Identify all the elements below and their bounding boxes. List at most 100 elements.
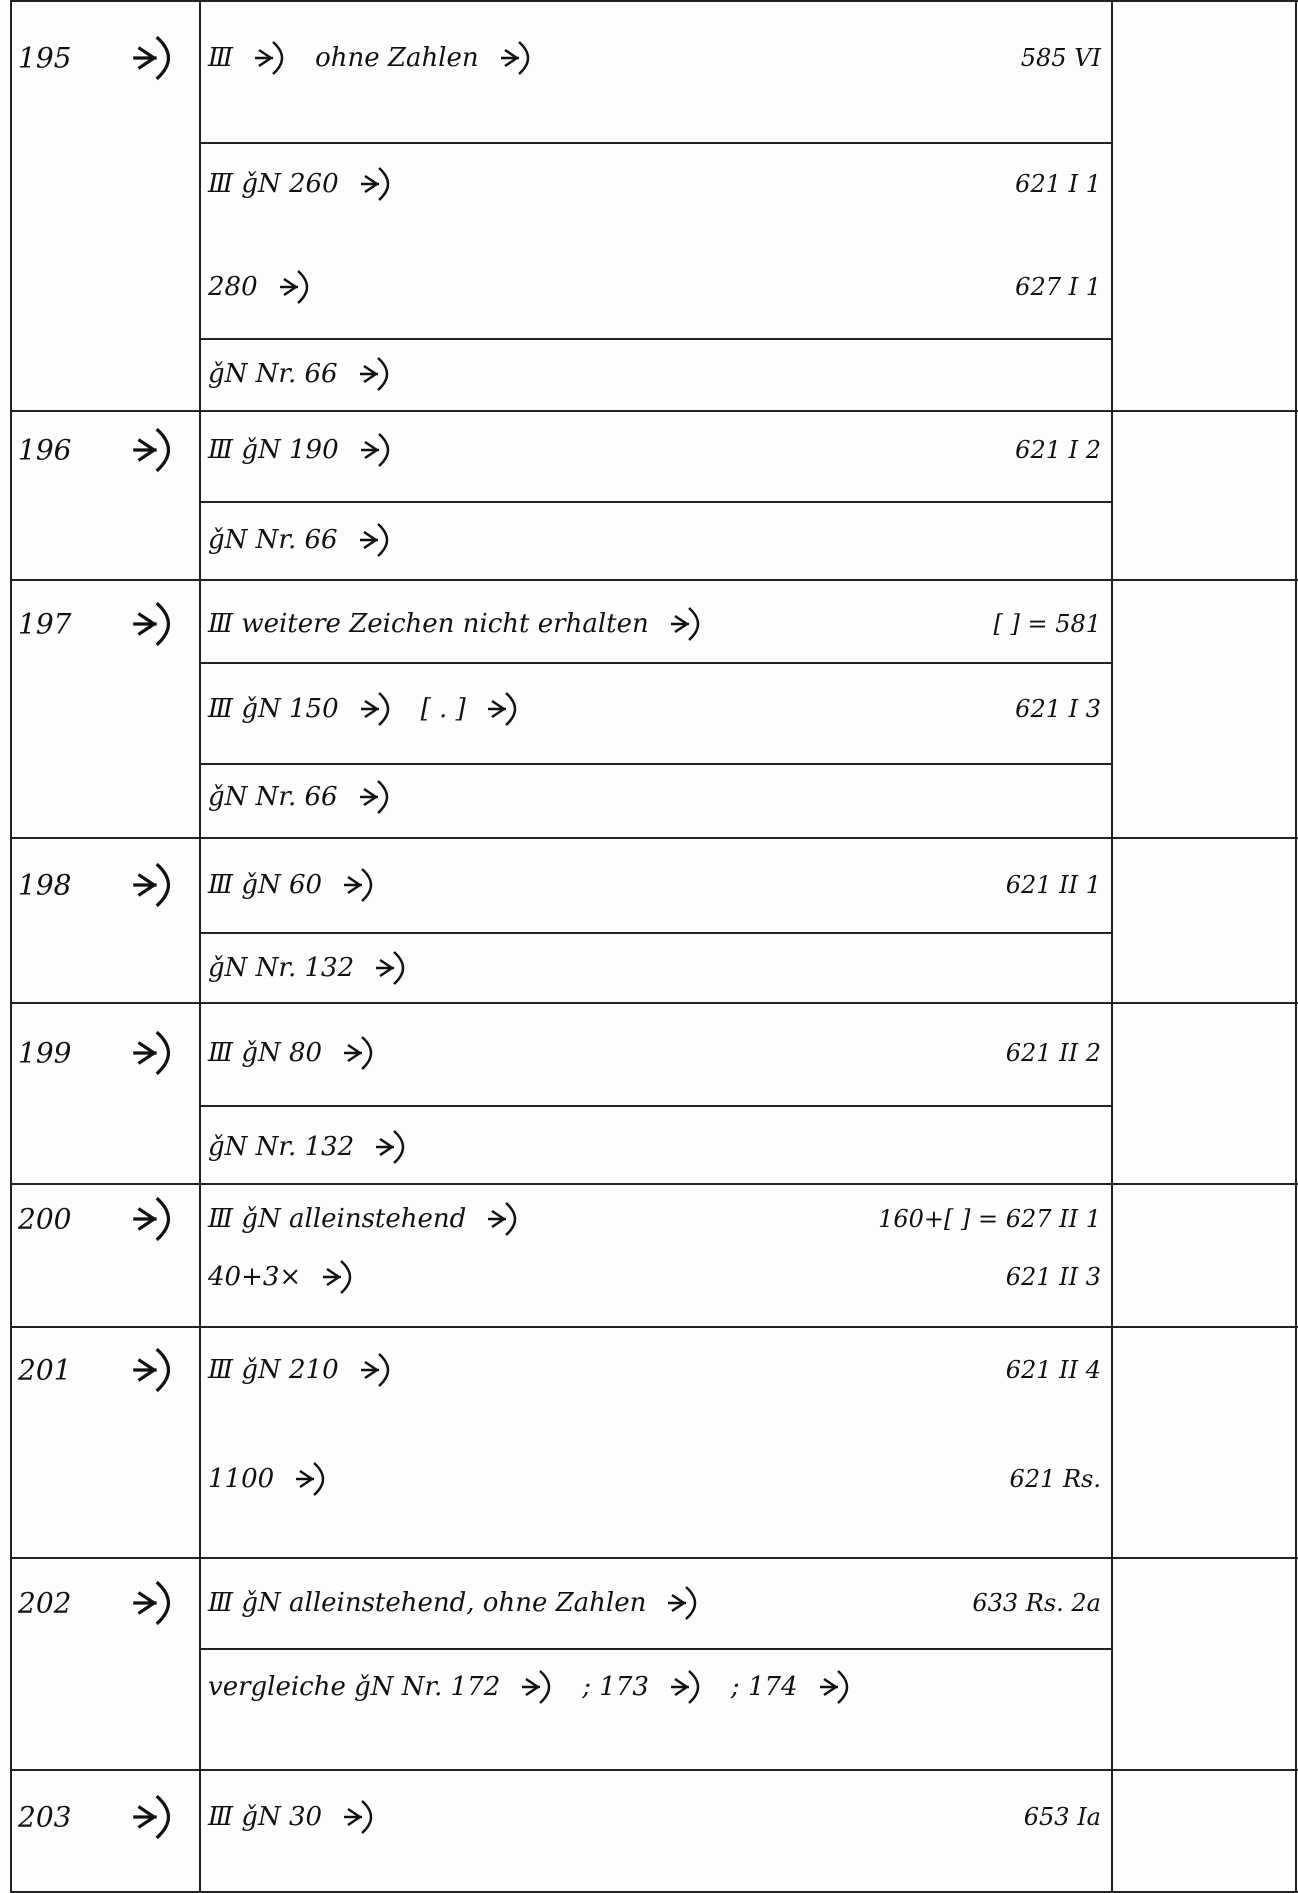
- sign-drawing: [359, 522, 388, 557]
- entry-sign: [133, 1197, 171, 1242]
- row-rule: [10, 1002, 1298, 1005]
- reference: 627 I 1: [1015, 273, 1101, 302]
- line-text: 280: [208, 272, 258, 303]
- entry-number: 200: [18, 1202, 72, 1236]
- line-parts: vergleiche ǧN Nr. 172 ; 173 ; 174: [208, 1667, 1101, 1707]
- column-rule: [1295, 0, 1297, 1893]
- line-parts: 280: [208, 267, 1015, 307]
- entry-line: 40+3× 621 II 3: [208, 1257, 1101, 1297]
- column-rule: [10, 0, 12, 1893]
- row-rule: [10, 0, 1298, 2]
- line-text: Ⅲ ǧN 150: [208, 693, 339, 724]
- entry-sign: [133, 1794, 171, 1840]
- reference: 633 Rs. 2a: [972, 1589, 1101, 1618]
- line-text: Ⅲ ǧN 30: [208, 1801, 323, 1832]
- line-parts: 1100: [208, 1459, 1010, 1499]
- cell-rule: [199, 338, 1111, 341]
- line-text: Ⅲ ǧN 260: [208, 168, 339, 199]
- line-text: Ⅲ ǧN 190: [208, 435, 339, 466]
- sign-drawing: [668, 1586, 697, 1621]
- entry-line: Ⅲ ǧN alleinstehend 160+[ ] = 627 II 1: [208, 1199, 1101, 1239]
- line-text: 40+3×: [208, 1262, 302, 1293]
- reference: 585 VI: [1020, 43, 1101, 72]
- sign-drawing: [488, 1202, 517, 1237]
- reference: 621 I 2: [1015, 436, 1101, 465]
- line-parts: Ⅲ ǧN 190: [208, 430, 1015, 470]
- sign-drawing: [500, 41, 529, 75]
- line-text: ǧN Nr. 66: [208, 359, 338, 390]
- row-rule: [10, 410, 1298, 413]
- sign-drawing: [359, 357, 388, 392]
- reference: 621 II 4: [1005, 1356, 1101, 1385]
- entry-number: 199: [18, 1036, 72, 1070]
- sign-drawing: [360, 166, 389, 201]
- entry-line: ǧN Nr. 132: [208, 1127, 1101, 1167]
- reference: 621 Rs.: [1009, 1464, 1101, 1493]
- sign-drawing: [344, 867, 373, 902]
- reference: [ ] = 581: [993, 610, 1101, 639]
- line-parts: ǧN Nr. 66: [208, 520, 1101, 560]
- reference: 621 I 3: [1015, 694, 1101, 723]
- entry-number: 195: [18, 41, 72, 75]
- entry-line: Ⅲ ǧN 60 621 II 1: [208, 865, 1101, 905]
- sign-drawing: [344, 1035, 373, 1070]
- line-text: Ⅲ ǧN alleinstehend, ohne Zahlen: [208, 1588, 647, 1619]
- entry-number: 197: [18, 607, 72, 641]
- sign-drawing: [279, 270, 308, 305]
- entry-sign: [133, 862, 171, 908]
- entry-number: 202: [18, 1586, 72, 1620]
- entry-line: Ⅲ ǧN 80 621 II 2: [208, 1033, 1101, 1073]
- line-parts: 40+3×: [208, 1257, 1006, 1297]
- sign-drawing: [376, 951, 405, 986]
- entry-line: Ⅲ ǧN 30 653 Ia: [208, 1797, 1101, 1837]
- line-text: Ⅲ ǧN 210: [208, 1355, 339, 1386]
- row-rule: [10, 1557, 1298, 1560]
- sign-drawing: [819, 1669, 848, 1704]
- sign-drawing: [487, 691, 516, 726]
- line-text: ohne Zahlen: [315, 42, 479, 73]
- line-text: Ⅲ ǧN alleinstehend: [208, 1204, 467, 1235]
- line-parts: Ⅲ ǧN alleinstehend: [208, 1199, 878, 1239]
- line-parts: ǧN Nr. 66: [208, 777, 1101, 817]
- line-parts: Ⅲ ǧN 80: [208, 1033, 1006, 1073]
- reference: 621 II 3: [1005, 1263, 1101, 1292]
- line-text: 1100: [208, 1463, 275, 1494]
- entry-sign: [133, 1348, 171, 1393]
- line-parts: Ⅲ ǧN 260: [208, 164, 1015, 204]
- sign-drawing: [376, 1129, 405, 1164]
- row-rule: [10, 1325, 1298, 1328]
- line-parts: Ⅲ ǧN 30: [208, 1797, 1024, 1837]
- reference: 621 I 1: [1015, 169, 1101, 198]
- line-text: Ⅲ weitere Zeichen nicht erhalten: [208, 609, 649, 640]
- sign-drawing: [359, 779, 388, 814]
- entry-line: ǧN Nr. 66: [208, 354, 1101, 394]
- line-text: ǧN Nr. 66: [208, 524, 338, 555]
- line-parts: ǧN Nr. 132: [208, 1127, 1101, 1167]
- cell-rule: [199, 1104, 1111, 1107]
- entry-line: 1100 621 Rs.: [208, 1459, 1101, 1499]
- cell-rule: [199, 762, 1111, 765]
- line-text: Ⅲ ǧN 80: [208, 1037, 323, 1068]
- entry-sign: [133, 428, 171, 473]
- line-text: ǧN Nr. 66: [208, 781, 338, 812]
- sign-drawing: [344, 1800, 373, 1834]
- sign-drawing: [296, 1461, 325, 1496]
- line-parts: Ⅲ ǧN alleinstehend, ohne Zahlen: [208, 1583, 972, 1623]
- sign-drawing: [522, 1669, 551, 1704]
- cell-rule: [199, 932, 1111, 934]
- sign-drawing: [323, 1260, 352, 1295]
- reference: 160+[ ] = 627 II 1: [878, 1205, 1101, 1234]
- line-parts: Ⅲ ǧN 210: [208, 1350, 1006, 1390]
- line-parts: Ⅲ ǧN 150 [ . ]: [208, 689, 1015, 729]
- entry-line: Ⅲ ǧN 260 621 I 1: [208, 164, 1101, 204]
- entry-sign: [133, 1581, 171, 1626]
- sign-drawing: [670, 1669, 700, 1704]
- entry-sign: [133, 35, 171, 81]
- line-text: ; 174: [730, 1671, 798, 1702]
- entry-line: Ⅲ ǧN 190 621 I 2: [208, 430, 1101, 470]
- cell-rule: [199, 501, 1111, 504]
- row-rule: [10, 836, 1298, 839]
- entry-number: 201: [18, 1353, 72, 1387]
